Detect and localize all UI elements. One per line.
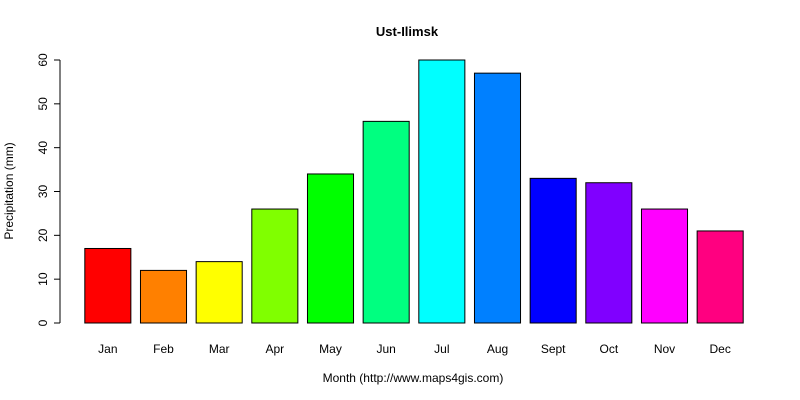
x-tick-label: Jan <box>98 342 117 356</box>
bar-oct <box>585 182 633 324</box>
y-tick-label: 10 <box>36 272 50 286</box>
x-tick-label: Sept <box>541 342 566 356</box>
y-axis-label: Precipitation (mm) <box>2 142 16 239</box>
x-tick-label: May <box>319 342 342 356</box>
bar-jul <box>418 59 466 324</box>
x-tick-label: Feb <box>153 342 174 356</box>
chart-title: Ust-Ilimsk <box>376 24 439 39</box>
bar-feb <box>139 269 188 324</box>
x-tick-label: Oct <box>599 342 618 356</box>
y-tick-label: 30 <box>36 185 50 199</box>
bar-dec <box>696 230 744 324</box>
x-tick-label: Aug <box>487 342 508 356</box>
x-tick-label: Jul <box>434 342 449 356</box>
bar-sept <box>529 177 577 324</box>
y-axis: 0 10 20 30 40 50 60 <box>36 53 61 326</box>
x-tick-label: Apr <box>265 342 284 356</box>
bar-jan <box>84 247 132 324</box>
y-tick-label: 20 <box>36 228 50 242</box>
y-tick-label: 40 <box>36 141 50 155</box>
bar-aug <box>473 72 522 324</box>
y-tick-label: 60 <box>36 53 50 67</box>
x-tick-label: Mar <box>209 342 230 356</box>
x-axis-label: Month (http://www.maps4gis.com) <box>323 371 504 385</box>
bar-mar <box>195 261 243 324</box>
y-tick-label: 50 <box>36 97 50 111</box>
y-tick-label: 0 <box>36 319 50 326</box>
bar-nov <box>640 208 689 324</box>
x-tick-labels: Jan Feb Mar Apr May Jun Jul Aug Sept Oct Nov Dec <box>98 342 731 356</box>
bar-apr <box>251 208 299 324</box>
bar-may <box>306 173 355 324</box>
x-tick-label: Dec <box>709 342 730 356</box>
bar-jun <box>362 120 410 324</box>
x-tick-label: Jun <box>376 342 395 356</box>
x-tick-label: Nov <box>654 342 675 356</box>
bars-group <box>84 59 744 324</box>
